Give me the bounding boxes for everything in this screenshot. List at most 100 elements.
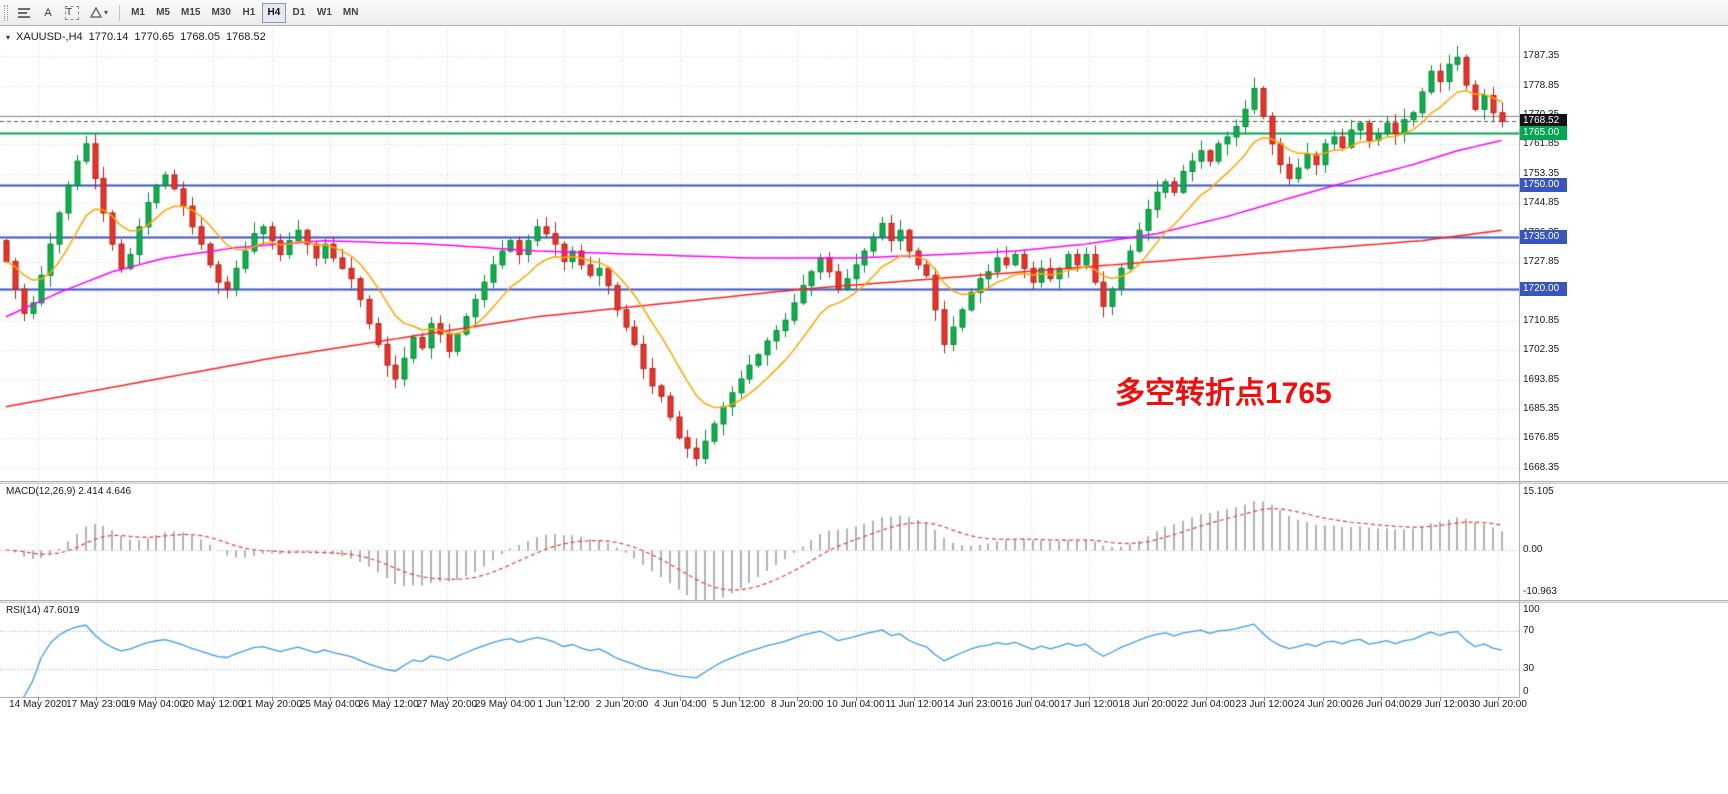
ohlc-high: 1770.65 <box>134 31 175 43</box>
text-tool-button[interactable]: A <box>37 3 59 23</box>
time-axis-label: 30 Jun 20:00 <box>1469 699 1527 710</box>
dropdown-arrow-icon: ▾ <box>104 8 109 17</box>
time-axis-label: 24 Jun 20:00 <box>1293 699 1352 710</box>
time-axis-label: 18 Jun 20:00 <box>1118 699 1177 710</box>
time-axis-tick <box>1031 697 1032 701</box>
macd-axis-label: 0.00 <box>1523 544 1543 555</box>
text-frame-icon: T <box>65 5 79 20</box>
price-badge: 1735.00 <box>1520 230 1567 245</box>
rsi-axis-label: 100 <box>1523 604 1540 615</box>
time-axis-tick <box>914 697 915 701</box>
time-axis-label: 14 Jun 23:00 <box>943 699 1002 710</box>
price-axis-label: 1676.85 <box>1523 432 1560 444</box>
time-axis[interactable] <box>0 698 1519 714</box>
time-axis-tick <box>213 697 214 701</box>
time-axis-tick <box>680 697 681 701</box>
ohlc-low: 1768.05 <box>180 31 220 43</box>
time-axis-label: 26 Jun 04:00 <box>1352 699 1411 710</box>
time-axis-label: 27 May 20:00 <box>416 699 478 710</box>
time-axis-tick <box>1440 697 1441 701</box>
price-axis-label: 1710.85 <box>1523 314 1560 326</box>
time-axis-tick <box>447 697 448 701</box>
toolbar-drag-handle[interactable] <box>4 4 8 21</box>
time-axis-tick <box>1148 697 1149 701</box>
time-axis-label: 2 Jun 20:00 <box>595 699 649 710</box>
price-badge: 1720.00 <box>1520 282 1567 297</box>
price-badge: 1765.00 <box>1520 126 1567 141</box>
chart-text-annotation[interactable]: 多空转折点1765 <box>1115 377 1332 410</box>
time-axis-tick <box>1323 697 1324 701</box>
time-axis-label: 22 Jun 04:00 <box>1177 699 1235 710</box>
shapes-tool-button[interactable]: ▾ <box>85 3 113 23</box>
macd-label: MACD(12,26,9) 2.414 4.646 <box>6 486 132 497</box>
time-axis-label: 17 Jun 12:00 <box>1060 699 1119 710</box>
time-axis-tick <box>330 697 331 701</box>
timeframe-d1-button[interactable]: D1 <box>292 7 306 18</box>
time-axis-label: 25 May 04:00 <box>299 699 361 710</box>
panel-separator-rsi[interactable] <box>0 600 1728 603</box>
time-axis-tick <box>272 697 273 701</box>
time-axis-tick <box>505 697 506 701</box>
time-axis-tick <box>96 697 97 701</box>
time-axis-label: 10 Jun 04:00 <box>826 699 885 710</box>
chart-list-button[interactable] <box>13 3 36 23</box>
timeframe-w1-button[interactable]: W1 <box>316 7 332 18</box>
time-axis-tick <box>622 697 623 701</box>
text-tool-label: A <box>44 6 52 19</box>
price-axis-label: 1693.85 <box>1523 373 1560 385</box>
time-axis-line <box>0 697 1520 698</box>
timeframe-h4-button[interactable]: H4 <box>261 2 286 23</box>
shape-triangle-icon <box>90 7 102 18</box>
price-axis-label: 1778.85 <box>1523 79 1560 91</box>
timeframe-mn-button[interactable]: MN <box>342 7 359 18</box>
price-axis-label: 1761.85 <box>1523 138 1560 150</box>
time-axis-label: 19 May 04:00 <box>124 699 186 710</box>
toolbar-separator <box>119 4 121 21</box>
macd-indicator-panel[interactable] <box>0 484 1519 600</box>
time-axis-label: 21 May 20:00 <box>241 699 302 710</box>
list-lines-icon <box>18 7 30 18</box>
time-axis-label: 14 May 2020 <box>9 699 67 710</box>
price-axis-label: 1685.35 <box>1523 402 1560 414</box>
time-axis-tick <box>1381 697 1382 701</box>
rsi-axis-label: 0 <box>1523 686 1529 697</box>
timeframe-m30-button[interactable]: M30 <box>211 7 231 18</box>
timeframe-h1-button[interactable]: H1 <box>242 7 256 18</box>
price-badge: 1768.52 <box>1520 114 1567 129</box>
time-axis-tick <box>797 697 798 701</box>
timeframe-m15-button[interactable]: M15 <box>181 7 201 18</box>
time-axis-label: 20 May 12:00 <box>182 699 244 710</box>
text-label-tool-button[interactable]: T <box>60 3 84 23</box>
time-axis-label: 11 Jun 12:00 <box>885 699 943 710</box>
time-axis-tick <box>856 697 857 701</box>
time-axis-tick <box>1089 697 1090 701</box>
price-axis-label: 1753.35 <box>1523 167 1560 179</box>
time-axis-tick <box>564 697 565 701</box>
rsi-axis-label: 30 <box>1523 662 1535 674</box>
time-axis-label: 29 Jun 12:00 <box>1410 699 1469 710</box>
panel-separator-macd[interactable] <box>0 481 1728 484</box>
time-axis-tick <box>388 697 389 701</box>
ohlc-open: 1770.14 <box>88 31 129 43</box>
price-axis-label: 1727.85 <box>1523 255 1560 267</box>
timeframe-m5-button[interactable]: M5 <box>156 7 170 18</box>
toolbar: A T ▾ M1 M5 M15 M30 H1 H4 D1 W1 MN <box>0 0 1728 26</box>
time-axis-label: 26 May 12:00 <box>358 699 419 710</box>
price-scale-divider <box>1519 27 1520 697</box>
time-axis-label: 8 Jun 20:00 <box>771 699 824 710</box>
macd-axis-label: 15.105 <box>1523 486 1554 497</box>
time-axis-label: 5 Jun 12:00 <box>712 699 765 710</box>
time-axis-tick <box>1206 697 1207 701</box>
symbol-period-label: XAUUSD-,H4 <box>16 31 83 43</box>
rsi-indicator-panel[interactable] <box>0 603 1519 697</box>
time-axis-label: 23 Jun 12:00 <box>1235 699 1294 710</box>
time-axis-label: 1 Jun 12:00 <box>537 699 590 710</box>
price-axis-label: 1787.35 <box>1523 50 1560 62</box>
price-axis-label: 1702.35 <box>1523 344 1560 356</box>
timeframe-m1-button[interactable]: M1 <box>131 7 145 18</box>
price-badge: 1750.00 <box>1520 178 1567 193</box>
time-axis-tick <box>1498 697 1499 701</box>
price-axis-label: 1668.35 <box>1523 461 1560 473</box>
rsi-axis-label: 70 <box>1523 625 1535 637</box>
main-price-chart[interactable] <box>0 28 1519 481</box>
